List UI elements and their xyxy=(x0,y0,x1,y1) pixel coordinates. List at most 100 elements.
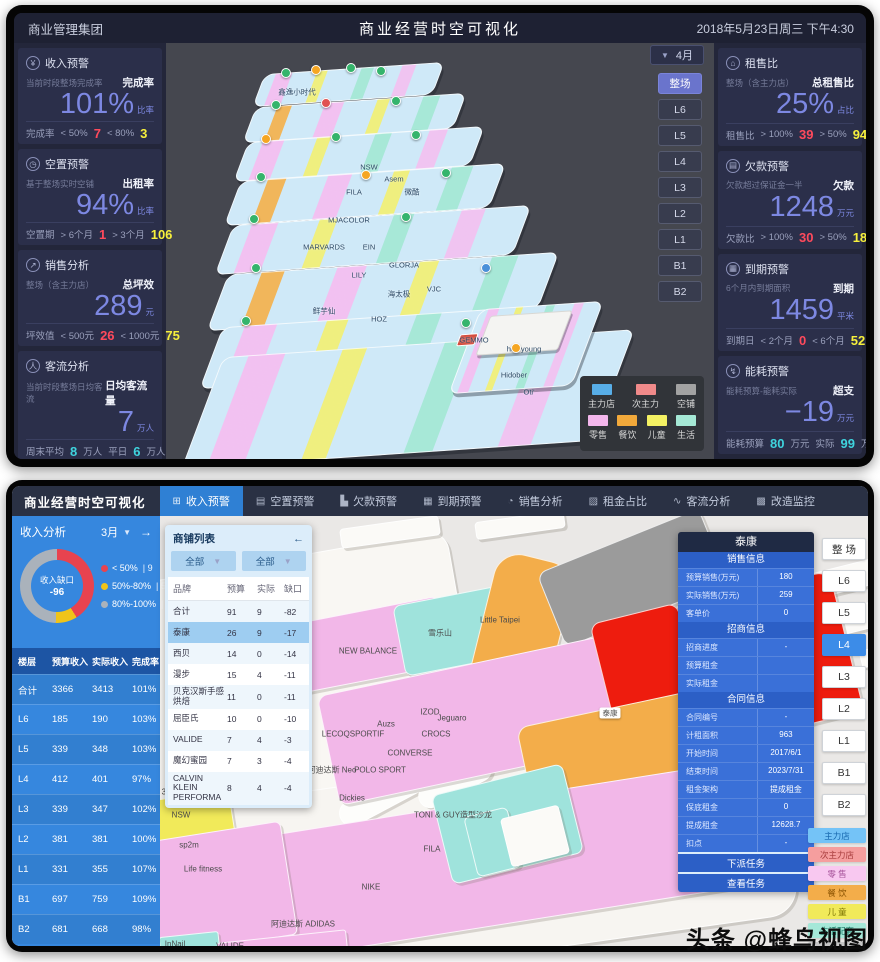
brand-row[interactable]: 泰康 26 9 -17 xyxy=(168,622,309,643)
detail-row: 客单价 0 xyxy=(678,604,814,622)
map-marker-icon[interactable] xyxy=(251,263,261,273)
map-marker-icon[interactable] xyxy=(281,68,291,78)
table-row[interactable]: L3 339 347 102% xyxy=(12,794,160,824)
cell-actual: 4 xyxy=(257,783,262,794)
floor-stack-map[interactable]: 鑫逸小时代 NSW Asem FILA 微酷 MJACOLOR MARVARDS EIN GLO… xyxy=(166,43,714,459)
donut-legend-item: 50%-80% | 5 xyxy=(101,581,175,591)
floor-button[interactable]: L1 xyxy=(822,730,866,752)
floor-button[interactable]: L2 xyxy=(822,698,866,720)
filter-dropdown[interactable]: 全部 ▼ xyxy=(171,551,236,571)
shop-list-panel: 商铺列表 ← 全部 ▼ 全部 ▼ xyxy=(165,525,312,808)
map-marker-icon[interactable] xyxy=(311,65,321,75)
category-legend-button[interactable]: 主力店 xyxy=(808,828,866,843)
tab[interactable]: ▦ 到期预警 xyxy=(410,486,494,516)
map-marker-icon[interactable] xyxy=(441,168,451,178)
table-row[interactable]: B2 681 668 98% xyxy=(12,914,160,944)
brand-row[interactable]: VALIDE 7 4 -3 xyxy=(168,729,309,751)
tab[interactable]: ▤ 空置预警 xyxy=(243,486,327,516)
table-row[interactable]: 合计 3366 3413 101% xyxy=(12,674,160,704)
month-select[interactable]: ▼ 4月 xyxy=(650,45,704,65)
detail-key: 招商进度 xyxy=(686,643,718,652)
floor-button[interactable]: L2 xyxy=(658,203,702,224)
brand-row[interactable]: 屈臣氏 10 0 -10 xyxy=(168,709,309,730)
detail-value: 0 xyxy=(756,799,814,816)
table-row[interactable]: L4 412 401 97% xyxy=(12,764,160,794)
floor-button[interactable]: B1 xyxy=(822,762,866,784)
map-marker-icon[interactable] xyxy=(481,263,491,273)
category-legend-button[interactable]: 儿 童 xyxy=(808,904,866,919)
map-marker-icon[interactable] xyxy=(271,100,281,110)
floor-button[interactable]: L6 xyxy=(658,99,702,120)
floor-button[interactable]: 整场 xyxy=(658,73,702,94)
task-button[interactable]: 查看任务 xyxy=(678,872,814,892)
brand-row[interactable]: 魔幻蜜园 7 3 -4 xyxy=(168,751,309,772)
back-arrow-icon[interactable]: ← xyxy=(293,532,304,545)
category-legend-button[interactable]: 次主力店 xyxy=(808,847,866,862)
map-marker-icon[interactable] xyxy=(249,214,259,224)
tab[interactable]: ◔ 销售分析 xyxy=(495,486,576,516)
floor-button[interactable]: B2 xyxy=(658,281,702,302)
kpi-footer-token: < 2个月 xyxy=(760,336,793,348)
category-legend-button[interactable]: 餐 饮 xyxy=(808,885,866,900)
map-marker-icon[interactable] xyxy=(511,343,521,353)
kpi-footer-token: 80 xyxy=(770,435,785,451)
detail-value: 提成租金 xyxy=(756,781,814,798)
brand-row[interactable]: 合计 91 9 -82 xyxy=(168,601,309,622)
task-button[interactable]: 下派任务 xyxy=(678,852,814,872)
tab[interactable]: ▩ 改造监控 xyxy=(743,486,827,516)
cell-completion: 109% xyxy=(132,894,157,905)
filter-value: 全部 xyxy=(185,557,205,568)
floor-button[interactable]: L3 xyxy=(822,666,866,688)
floor-button[interactable]: 整 场 xyxy=(822,538,866,560)
cell-actual: 759 xyxy=(92,894,108,905)
table-row[interactable]: L5 339 348 103% xyxy=(12,734,160,764)
map-marker-icon[interactable] xyxy=(261,134,271,144)
detail-row: 计租面积 963 xyxy=(678,726,814,744)
map-marker-icon[interactable] xyxy=(331,132,341,142)
category-legend-button[interactable]: 零 售 xyxy=(808,866,866,881)
map-marker-icon[interactable] xyxy=(361,170,371,180)
floor-button[interactable]: L5 xyxy=(658,125,702,146)
brand-row[interactable]: 西贝 14 0 -14 xyxy=(168,643,309,664)
map-marker-icon[interactable] xyxy=(256,172,266,182)
map-marker-icon[interactable] xyxy=(391,96,401,106)
kpi-title: 欠款预警 xyxy=(745,160,789,173)
tab[interactable]: ▨ 租金占比 xyxy=(576,486,660,516)
map-shop-label: sp2m xyxy=(179,840,199,850)
table-row[interactable]: L2 381 381 100% xyxy=(12,824,160,854)
table-row[interactable]: B1 697 759 109% xyxy=(12,884,160,914)
category-legend-button[interactable]: 生活配套 xyxy=(808,923,866,938)
floor-button[interactable]: L6 xyxy=(822,570,866,592)
map-marker-icon[interactable] xyxy=(321,98,331,108)
floor-button[interactable]: L4 xyxy=(822,634,866,656)
map-marker-icon[interactable] xyxy=(376,66,386,76)
map-shop-shape[interactable] xyxy=(474,516,566,541)
category-legend-button[interactable] xyxy=(808,942,866,946)
map-shop-label: Asem xyxy=(384,174,404,184)
map-marker-icon[interactable] xyxy=(411,130,421,140)
map-marker-icon[interactable] xyxy=(401,212,411,222)
floor-button[interactable]: L1 xyxy=(658,229,702,250)
tab[interactable]: ▙ 欠款预警 xyxy=(327,486,410,516)
filter-dropdown[interactable]: 全部 ▼ xyxy=(241,551,306,571)
legend-item: 主力店 xyxy=(588,384,615,410)
floor-button[interactable]: L3 xyxy=(658,177,702,198)
tab[interactable]: ∿ 客流分析 xyxy=(660,486,743,516)
floor-button[interactable]: L4 xyxy=(658,151,702,172)
table-row[interactable]: L1 331 355 107% xyxy=(12,854,160,884)
brand-row[interactable]: CALVIN KLEIN PERFORMA 8 4 -4 xyxy=(168,771,309,805)
expand-arrow-icon[interactable]: → xyxy=(140,525,152,539)
table-row[interactable]: L6 185 190 103% xyxy=(12,704,160,734)
floor-button[interactable]: B1 xyxy=(658,255,702,276)
brand-row[interactable]: 贝克汉斯手感烘焙 11 0 -11 xyxy=(168,685,309,709)
floor-button[interactable]: L5 xyxy=(822,602,866,624)
map-marker-icon[interactable] xyxy=(346,63,356,73)
tab[interactable]: ⊞ 收入预警 xyxy=(159,486,243,516)
kpi-footer-token: > 100% xyxy=(760,232,794,243)
map-marker-icon[interactable] xyxy=(461,318,471,328)
monitor-icon: ▩ xyxy=(756,495,766,507)
floor-button[interactable]: B2 xyxy=(822,794,866,816)
month-filter[interactable]: 3月 ▼ xyxy=(101,524,131,540)
map-marker-icon[interactable] xyxy=(241,316,251,326)
brand-row[interactable]: 漫步 15 4 -11 xyxy=(168,664,309,685)
